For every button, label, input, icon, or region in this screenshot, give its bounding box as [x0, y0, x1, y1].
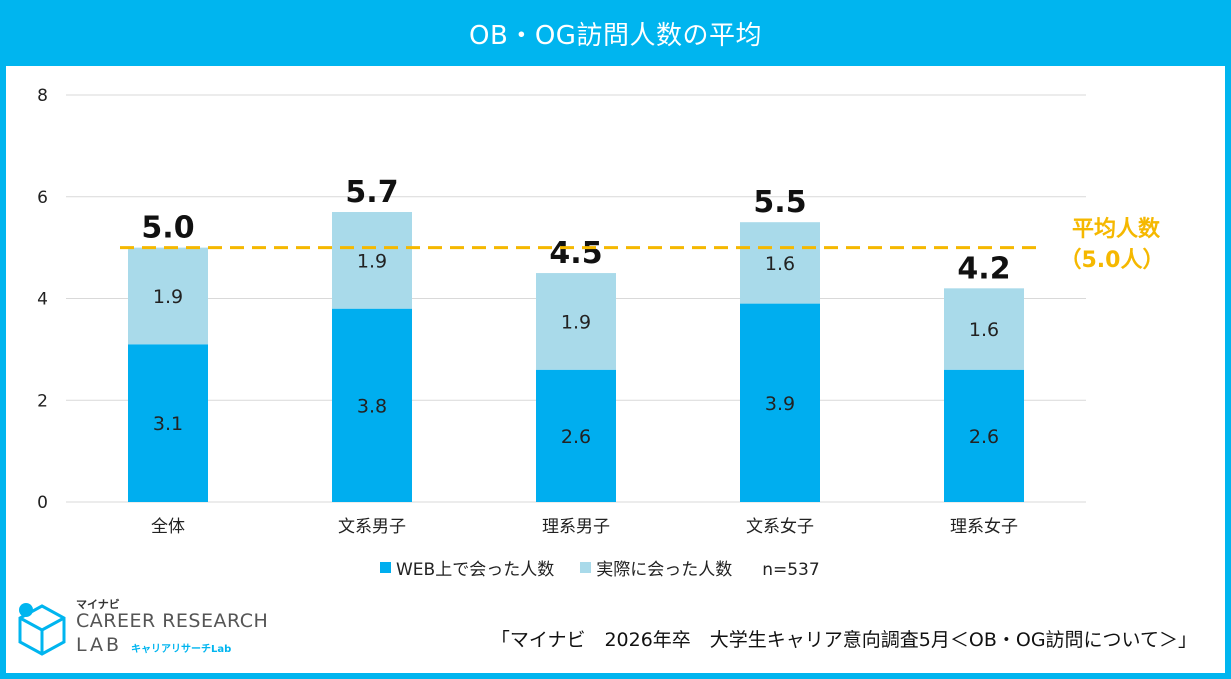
y-tick-label: 2 — [37, 391, 48, 411]
x-tick-label: 理系女子 — [950, 517, 1018, 537]
x-tick-label: 文系男子 — [338, 517, 406, 537]
data-label-web: 3.8 — [357, 395, 387, 417]
legend-swatch-web — [380, 561, 391, 573]
y-tick-label: 6 — [37, 188, 48, 208]
data-label-real: 1.9 — [357, 250, 387, 272]
career-research-lab-logo: マイナビ CAREER RESEARCH LAB キャリアリサーチLab — [16, 596, 276, 660]
legend-item-web: WEB上で会った人数 — [380, 555, 554, 580]
bar-segment-web — [332, 308, 412, 502]
bar-segment-real — [332, 212, 412, 309]
data-label-real: 1.6 — [765, 253, 795, 275]
bar-segment-real — [128, 247, 208, 345]
bar-segment-web — [128, 344, 208, 502]
y-tick-label: 4 — [37, 290, 48, 310]
data-label-web: 3.9 — [765, 393, 795, 415]
logo-line2: LAB — [76, 634, 123, 656]
data-label-web: 2.6 — [969, 426, 999, 448]
sample-size: n=537 — [762, 560, 820, 580]
data-label-real: 1.9 — [153, 286, 183, 308]
data-label-web: 2.6 — [561, 426, 591, 448]
bar-segment-real — [740, 222, 820, 304]
chart-title: OB・OG訪問人数の平均 — [0, 0, 1231, 66]
bar-segment-web — [536, 369, 616, 502]
average-label-line2: （5.0人） — [1060, 248, 1165, 273]
total-label: 5.0 — [141, 211, 194, 246]
total-label: 5.7 — [345, 175, 398, 210]
data-label-web: 3.1 — [153, 413, 183, 435]
source-note: 「マイナビ 2026年卒 大学生キャリア意向調査5月＜OB・OG訪問について＞」 — [490, 629, 1197, 651]
y-tick-label: 8 — [37, 86, 48, 106]
y-tick-label: 0 — [37, 493, 48, 513]
logo-line1: CAREER RESEARCH — [76, 610, 269, 632]
x-tick-label: 理系男子 — [542, 517, 610, 537]
total-label: 4.2 — [957, 251, 1010, 286]
legend-item-real: 実際に会った人数 — [580, 555, 732, 580]
total-label: 4.5 — [549, 236, 602, 271]
bar-segment-real — [944, 288, 1024, 370]
x-tick-label: 全体 — [151, 517, 185, 537]
x-tick-label: 文系女子 — [746, 517, 814, 537]
bar-segment-real — [536, 273, 616, 370]
bar-segment-web — [740, 303, 820, 502]
legend-swatch-real — [580, 561, 592, 573]
total-label: 5.5 — [753, 185, 806, 220]
logo-brand: マイナビ — [76, 598, 120, 611]
bar-segment-web — [944, 369, 1024, 502]
data-label-real: 1.6 — [969, 319, 999, 341]
data-label-real: 1.9 — [561, 311, 591, 333]
logo-line3: キャリアリサーチLab — [131, 644, 232, 655]
legend-label-web: WEB上で会った人数 — [396, 559, 555, 580]
average-label-line1: 平均人数 — [1072, 216, 1161, 242]
cube-logo-icon — [18, 603, 66, 656]
legend: WEB上で会った人数 実際に会った人数 n=537 — [380, 555, 820, 580]
legend-label-real: 実際に会った人数 — [596, 559, 733, 580]
